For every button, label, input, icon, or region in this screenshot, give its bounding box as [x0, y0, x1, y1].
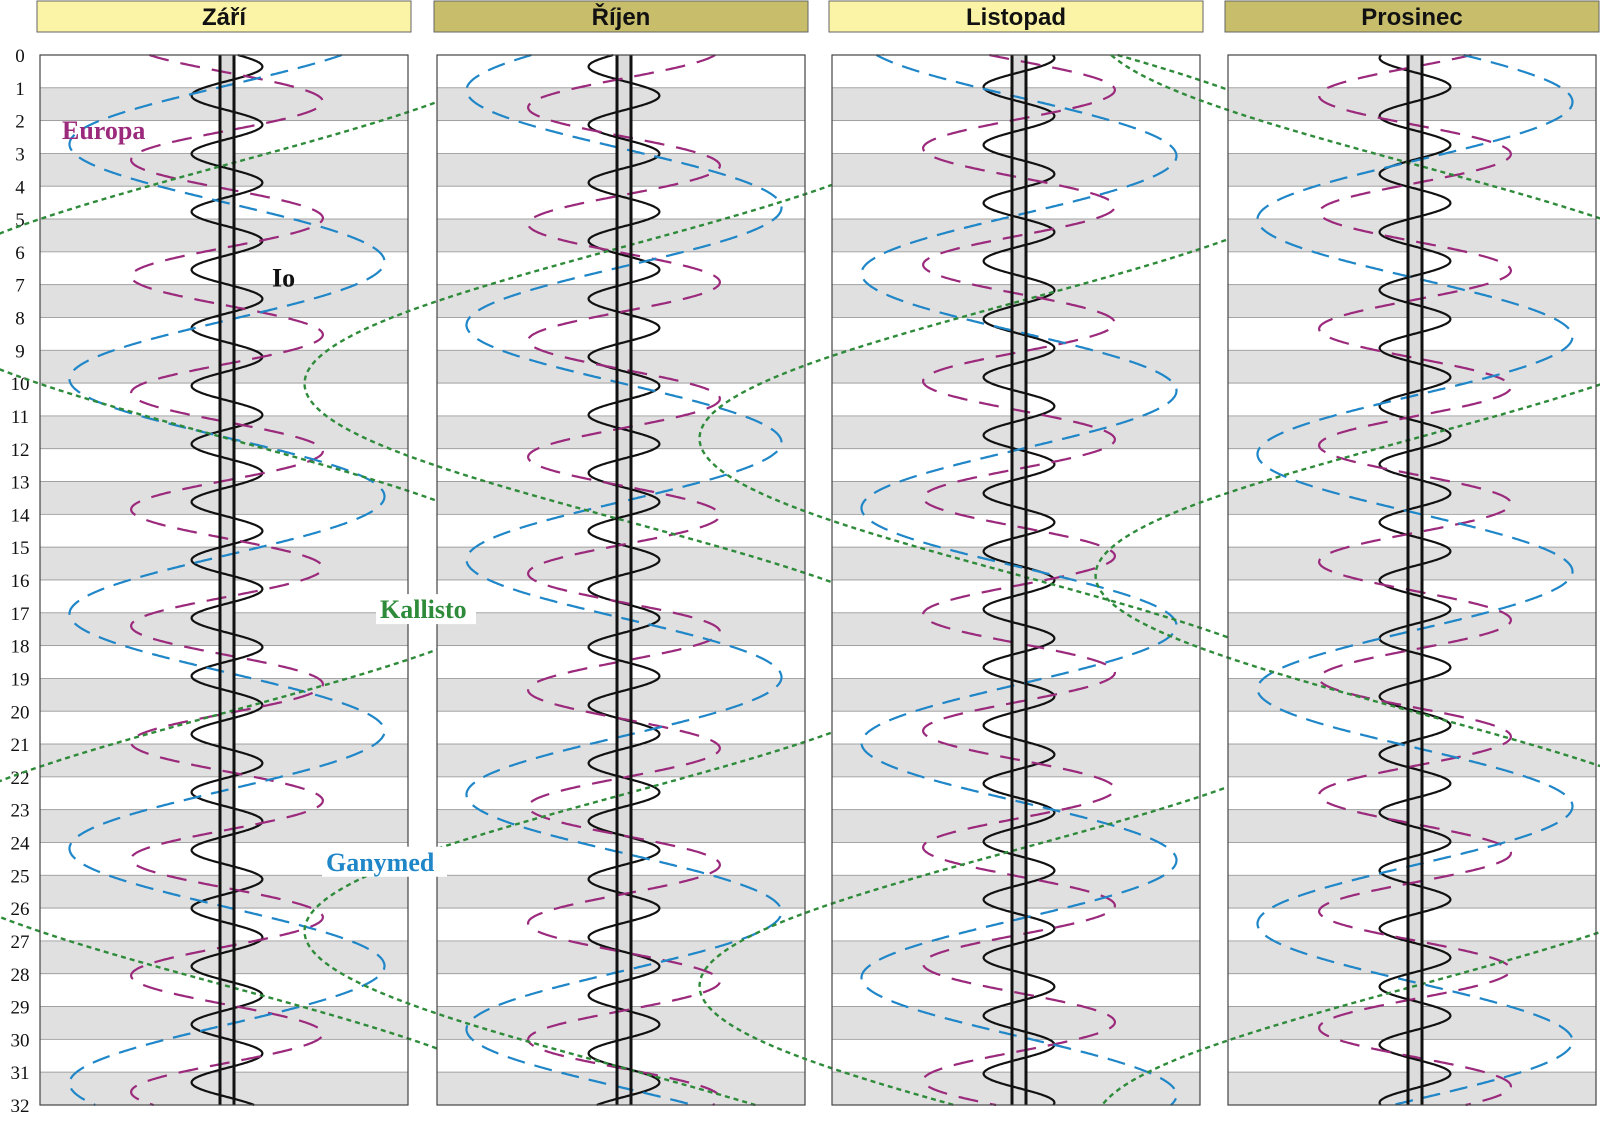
y-tick-label: 23: [11, 801, 30, 822]
orbit-ganymed: [68, 53, 386, 1107]
y-tick-label: 6: [15, 243, 25, 264]
jupiter-band: [1408, 55, 1422, 1105]
y-tick-label: 3: [15, 144, 25, 165]
y-tick-label: 18: [11, 637, 30, 658]
jupiter-band: [1012, 55, 1026, 1105]
orbit-kallisto: [0, 54, 548, 1106]
orbit-europa: [921, 53, 1117, 1107]
y-tick-label: 27: [11, 932, 30, 953]
orbit-europa: [129, 53, 325, 1107]
y-tick-label: 29: [11, 998, 30, 1019]
month-header: [828, 0, 1204, 33]
month-header: [36, 0, 412, 33]
y-tick-label: 2: [15, 112, 25, 133]
y-tick-label: 31: [11, 1063, 30, 1084]
orbit-ganymed: [860, 54, 1178, 1106]
y-tick-label: 28: [11, 965, 30, 986]
y-tick-label: 5: [15, 210, 25, 231]
panel-2: Říjen: [303, 0, 945, 1107]
label-background: [376, 594, 476, 625]
orbit-io: [190, 53, 264, 1107]
orbit-ganymed: [1256, 53, 1574, 1107]
orbit-ganymed: [465, 53, 783, 1107]
y-tick-label: 7: [15, 276, 25, 297]
label-background: [322, 846, 447, 877]
label-ganymed: Ganymed: [326, 848, 435, 877]
orbit-io: [587, 53, 661, 1107]
y-tick-label: 20: [11, 702, 30, 723]
panel-border: [831, 54, 1201, 1106]
orbit-kallisto: [303, 53, 945, 1107]
orbit-io: [1378, 54, 1452, 1106]
month-title: Říjen: [592, 3, 651, 31]
orbit-io: [982, 54, 1056, 1106]
orbit-europa: [526, 54, 722, 1106]
panel-border: [1227, 54, 1597, 1106]
y-tick-label: 32: [11, 1096, 30, 1117]
jupiter-band: [617, 55, 631, 1105]
jupiter-band: [220, 55, 234, 1105]
y-tick-label: 9: [15, 341, 25, 362]
y-tick-label: 12: [11, 440, 30, 461]
panel-1: Září: [0, 0, 548, 1107]
month-header: [1224, 0, 1600, 33]
panel-4: Prosinec: [1094, 0, 1600, 1107]
orbit-europa: [1317, 53, 1513, 1107]
month-title: Listopad: [966, 4, 1066, 31]
y-tick-label: 1: [15, 79, 25, 100]
y-tick-label: 13: [11, 473, 30, 494]
y-tick-label: 14: [11, 505, 31, 526]
panel-border: [436, 54, 806, 1106]
panel-3: Listopad: [698, 0, 1340, 1107]
y-tick-label: 26: [11, 899, 30, 920]
month-title: Prosinec: [1361, 4, 1462, 31]
y-tick-label: 11: [11, 407, 29, 428]
y-tick-label: 16: [11, 571, 30, 592]
y-tick-label: 15: [11, 538, 30, 559]
y-tick-label: 17: [11, 604, 30, 625]
y-tick-label: 4: [15, 177, 25, 198]
panel-border: [39, 54, 409, 1106]
y-tick-label: 8: [15, 309, 25, 330]
y-tick-label: 21: [11, 735, 30, 756]
y-tick-label: 30: [11, 1030, 30, 1051]
month-title: Září: [202, 4, 247, 31]
y-tick-label: 25: [11, 866, 30, 887]
month-header: [433, 0, 809, 33]
label-europa: Europa: [62, 116, 145, 145]
y-tick-label: 0: [15, 46, 25, 67]
label-kallisto: Kallisto: [380, 595, 467, 624]
y-tick-label: 24: [11, 834, 31, 855]
y-tick-label: 19: [11, 669, 30, 690]
label-io: Io: [272, 264, 295, 293]
orbit-kallisto: [698, 53, 1340, 1107]
